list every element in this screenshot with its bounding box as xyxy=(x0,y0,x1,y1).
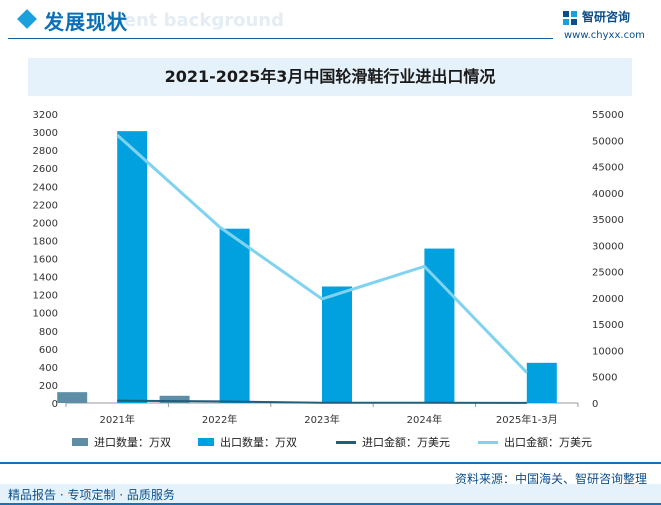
y-left-tick-label: 800 xyxy=(39,327,58,338)
y-left-tick-label: 2200 xyxy=(33,200,58,211)
legend-swatch xyxy=(198,438,214,446)
y-right-tick-label: 15000 xyxy=(592,320,624,331)
y-left-tick-label: 3200 xyxy=(33,110,58,121)
legend-label: 出口数量：万双 xyxy=(220,436,297,449)
diamond-icon xyxy=(17,9,37,29)
legend-item: 出口数量：万双 xyxy=(198,432,297,452)
import-qty-bar xyxy=(57,392,88,403)
export-qty-bar xyxy=(526,362,557,403)
chart-title: 2021-2025年3月中国轮滑鞋行业进出口情况 xyxy=(164,67,496,86)
x-tick-label: 2022年 xyxy=(202,413,237,426)
y-left-tick-label: 1400 xyxy=(33,273,58,284)
y-left-tick-label: 2800 xyxy=(33,146,58,157)
x-tick-label: 2021年 xyxy=(99,413,134,426)
legend-label: 进口数量：万双 xyxy=(94,436,171,449)
y-right-tick-label: 30000 xyxy=(592,241,624,252)
y-right-tick-label: 20000 xyxy=(592,294,624,305)
legend-item: 出口金额：万美元 xyxy=(478,432,592,452)
brand[interactable]: 智研咨询 www.chyxx.com xyxy=(562,8,654,42)
y-left-tick-label: 2600 xyxy=(33,164,58,175)
y-right-tick-label: 50000 xyxy=(592,136,624,147)
legend-swatch xyxy=(72,438,88,446)
y-left-tick-label: 1600 xyxy=(33,255,58,266)
x-tick-label: 2023年 xyxy=(304,413,339,426)
footer-bottom-line xyxy=(0,503,661,505)
export-qty-bar xyxy=(322,286,352,403)
y-right-tick-label: 40000 xyxy=(592,189,624,200)
chart-legend: 进口数量：万双 出口数量：万双 进口金额：万美元 出口金额：万美元 xyxy=(0,432,661,452)
footer-divider xyxy=(0,462,661,464)
y-right-tick-label: 0 xyxy=(592,399,598,410)
legend-item: 进口数量：万双 xyxy=(72,432,171,452)
y-right-tick-label: 5000 xyxy=(592,373,617,384)
y-left-tick-label: 400 xyxy=(39,363,58,374)
header-divider xyxy=(8,38,553,39)
export-amount-line xyxy=(116,133,528,374)
y-right-tick-label: 25000 xyxy=(592,268,624,279)
data-source: 资料来源：中国海关、智研咨询整理 xyxy=(454,472,647,486)
y-left-tick-label: 3000 xyxy=(33,128,58,139)
import-amount-line xyxy=(117,399,527,404)
brand-url: www.chyxx.com xyxy=(564,30,645,41)
export-qty-bar xyxy=(219,228,250,403)
footer-slogan: 精品报告 · 专项定制 · 品质服务 xyxy=(8,488,175,502)
x-tick-label: 2025年1-3月 xyxy=(496,413,558,426)
chart-title-bar: 2021-2025年3月中国轮滑鞋行业进出口情况 xyxy=(28,58,632,96)
export-qty-bar xyxy=(117,131,148,404)
legend-label: 出口金额：万美元 xyxy=(504,436,592,449)
footer-bar xyxy=(0,484,661,505)
export-qty-bar xyxy=(424,248,455,403)
legend-label: 进口金额：万美元 xyxy=(362,436,450,449)
section-ghost-text: ment background xyxy=(105,10,284,31)
section-title: 发展现状 xyxy=(44,10,128,34)
import-qty-bar xyxy=(159,395,190,403)
x-tick-label: 2024年 xyxy=(407,413,442,426)
y-right-tick-label: 55000 xyxy=(592,110,624,121)
legend-swatch xyxy=(336,440,356,444)
y-left-tick-label: 0 xyxy=(52,399,58,410)
y-right-tick-label: 45000 xyxy=(592,163,624,174)
y-left-tick-label: 1800 xyxy=(33,236,58,247)
brand-name: 智研咨询 xyxy=(582,10,631,24)
y-left-tick-label: 200 xyxy=(39,381,58,392)
y-left-tick-label: 2000 xyxy=(33,218,58,229)
combo-chart: 0 200 400 600 800 1000 1200 1400 1600 1800 2000 220… xyxy=(33,110,624,426)
y-right-tick-label: 35000 xyxy=(592,215,624,226)
y-left-tick-label: 1200 xyxy=(33,291,58,302)
section-header: ment background 发展现状 智研咨询 www.chyxx.com xyxy=(0,0,661,46)
legend-swatch xyxy=(478,440,498,444)
legend-item: 进口金额：万美元 xyxy=(336,432,450,452)
brand-logo-icon xyxy=(563,11,577,25)
y-left-tick-label: 1000 xyxy=(33,309,58,320)
y-left-tick-label: 2400 xyxy=(33,182,58,193)
y-right-tick-label: 10000 xyxy=(592,346,624,357)
y-left-tick-label: 600 xyxy=(39,345,58,356)
